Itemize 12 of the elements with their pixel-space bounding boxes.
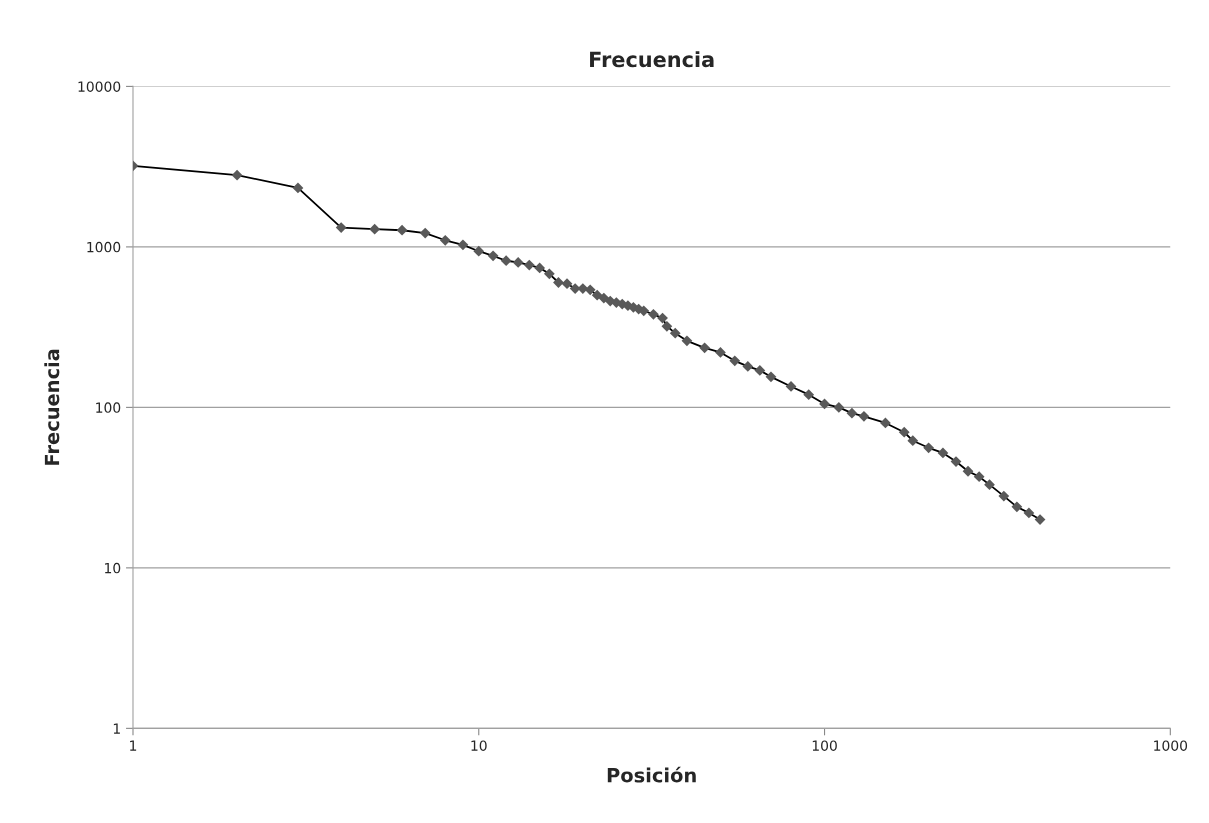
- y-axis-title: Frecuencia: [44, 349, 60, 465]
- x-axis-title: Posición: [607, 766, 696, 783]
- x-tick-label: 100: [812, 740, 837, 751]
- x-tick-label: 10: [471, 740, 487, 751]
- chart-title: Frecuencia: [590, 51, 714, 68]
- y-tick-label: 10000: [78, 81, 121, 92]
- y-tick-label: 100: [96, 402, 121, 413]
- y-tick-label: 10: [105, 562, 121, 574]
- y-tick-label: 1000: [87, 241, 121, 253]
- y-tick-label: 1: [113, 723, 120, 734]
- x-tick-label: 1: [130, 740, 137, 751]
- x-tick-label: 1000: [1154, 740, 1188, 751]
